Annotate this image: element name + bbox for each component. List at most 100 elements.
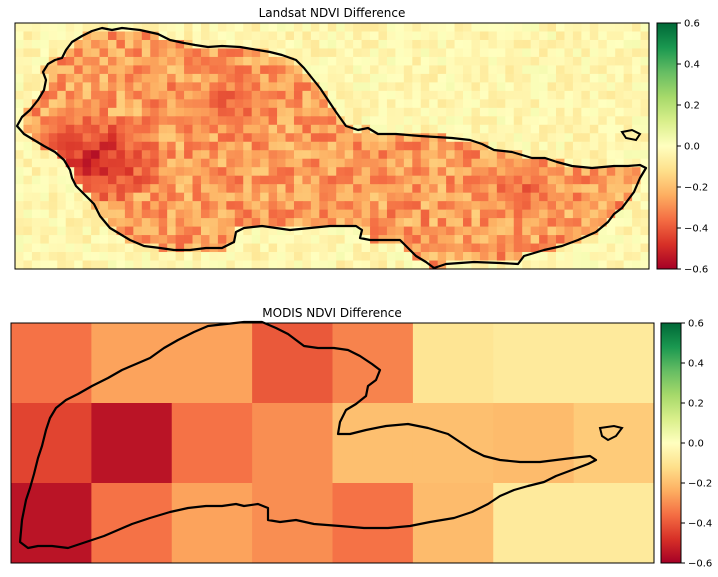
- landsat-cell: [124, 133, 134, 143]
- landsat-cell: [556, 235, 566, 245]
- landsat-cell: [632, 124, 642, 134]
- landsat-cell: [581, 150, 591, 160]
- landsat-cell: [285, 82, 295, 92]
- landsat-cell: [632, 48, 642, 58]
- landsat-cell: [141, 209, 151, 219]
- landsat-cell: [167, 175, 177, 185]
- landsat-cell: [446, 260, 456, 270]
- landsat-cell: [395, 201, 405, 211]
- landsat-cell: [386, 184, 396, 194]
- landsat-cell: [446, 116, 456, 126]
- landsat-cell: [361, 116, 371, 126]
- landsat-cell: [429, 150, 439, 160]
- landsat-cell: [243, 82, 253, 92]
- landsat-cell: [99, 133, 109, 143]
- landsat-cell: [82, 141, 92, 151]
- landsat-cell: [513, 82, 523, 92]
- landsat-cell: [513, 167, 523, 177]
- landsat-cell: [403, 218, 413, 228]
- landsat-cell: [74, 90, 84, 100]
- landsat-cell: [589, 48, 599, 58]
- landsat-cell: [23, 192, 33, 202]
- landsat-cell: [200, 124, 211, 134]
- landsat-cell: [547, 48, 557, 58]
- landsat-cell: [564, 73, 574, 83]
- landsat-cell: [547, 209, 557, 219]
- landsat-cell: [581, 82, 591, 92]
- landsat-cell: [184, 235, 194, 245]
- landsat-cell: [243, 192, 253, 202]
- landsat-cell: [403, 192, 413, 202]
- landsat-cell: [124, 150, 134, 160]
- landsat-cell: [234, 124, 244, 134]
- landsat-cell: [606, 260, 616, 270]
- landsat-cell: [57, 73, 67, 83]
- landsat-cell: [107, 116, 118, 126]
- landsat-cell: [496, 39, 506, 50]
- landsat-cell: [395, 167, 405, 177]
- landsat-cell: [505, 99, 515, 109]
- landsat-cell: [606, 192, 616, 202]
- landsat-cell: [488, 107, 498, 117]
- landsat-cell: [581, 192, 591, 202]
- landsat-cell: [23, 82, 33, 92]
- landsat-cell: [589, 235, 599, 245]
- landsat-cell: [454, 201, 464, 211]
- landsat-cell: [116, 201, 126, 211]
- modis-colorbar: 0.60.40.20.0−0.2−0.4−0.6: [660, 319, 712, 570]
- landsat-cell: [556, 201, 566, 211]
- landsat-cell: [353, 167, 363, 177]
- landsat-cell: [217, 48, 227, 58]
- landsat-cell: [310, 107, 320, 117]
- landsat-cell: [15, 82, 25, 92]
- landsat-cell: [200, 192, 211, 202]
- landsat-cell: [463, 48, 473, 58]
- landsat-cell: [209, 31, 219, 41]
- landsat-cell: [547, 90, 557, 100]
- landsat-cell: [471, 184, 481, 194]
- landsat-cell: [420, 48, 430, 58]
- landsat-cell: [40, 133, 50, 143]
- landsat-cell: [395, 133, 405, 143]
- landsat-cell: [243, 48, 253, 58]
- landsat-cell: [48, 82, 58, 92]
- landsat-cell: [640, 175, 650, 185]
- landsat-cell: [124, 73, 134, 83]
- landsat-cell: [167, 82, 177, 92]
- landsat-cell: [370, 184, 380, 194]
- landsat-cell: [446, 107, 456, 117]
- landsat-cell: [209, 167, 219, 177]
- landsat-cell: [99, 82, 109, 92]
- landsat-cell: [429, 73, 439, 83]
- landsat-cell: [530, 150, 540, 160]
- landsat-cell: [310, 31, 320, 41]
- landsat-cell: [200, 150, 211, 160]
- landsat-cell: [15, 192, 25, 202]
- landsat-cell: [260, 90, 270, 100]
- landsat-cell: [116, 150, 126, 160]
- landsat-cell: [556, 99, 566, 109]
- landsat-cell: [454, 116, 464, 126]
- landsat-cell: [505, 235, 515, 245]
- landsat-cell: [361, 39, 371, 50]
- landsat-cell: [564, 31, 574, 41]
- landsat-cell: [598, 90, 608, 100]
- landsat-cell: [74, 39, 84, 50]
- landsat-cell: [226, 82, 236, 92]
- landsat-cell: [589, 141, 599, 151]
- landsat-colorbar-tick-label: −0.4: [684, 224, 708, 235]
- landsat-cell: [479, 90, 489, 100]
- landsat-cell: [344, 56, 354, 67]
- landsat-cell: [48, 65, 58, 75]
- landsat-cell: [403, 252, 413, 262]
- landsat-cell: [505, 260, 515, 270]
- landsat-cell: [547, 116, 557, 126]
- landsat-cell: [395, 39, 405, 50]
- landsat-cell: [429, 158, 439, 168]
- landsat-cell: [23, 150, 33, 160]
- landsat-cell: [395, 243, 405, 253]
- landsat-cell: [99, 48, 109, 58]
- landsat-cell: [370, 56, 380, 67]
- landsat-cell: [277, 23, 287, 33]
- landsat-cell: [107, 192, 118, 202]
